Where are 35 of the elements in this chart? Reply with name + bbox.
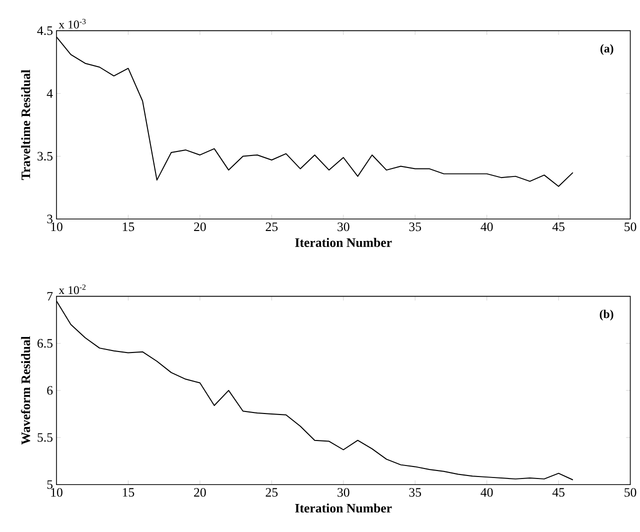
x-tick-label: 15 <box>122 222 134 232</box>
x-tick-label: 45 <box>552 222 564 231</box>
x-tick-label: 45 <box>552 488 564 497</box>
x-axis-title: Iteration Number <box>295 503 392 512</box>
y-tick-label: 4 <box>46 89 53 98</box>
x-tick-label: 20 <box>194 222 206 232</box>
x-tick-label: 40 <box>480 488 493 497</box>
x-tick-label: 15 <box>122 488 134 497</box>
x-tick-label: 25 <box>266 488 278 497</box>
x-tick-label: 30 <box>338 488 350 497</box>
y-axis-title: Traveltime Residual <box>21 70 30 180</box>
x-tick-label: 50 <box>624 222 636 232</box>
x-tick-label: 40 <box>480 222 493 232</box>
y-tick-label: 7 <box>47 292 53 300</box>
x-tick-label: 35 <box>409 222 422 232</box>
x-tick-label: 35 <box>409 488 422 497</box>
y-tick-label: 3 <box>47 214 53 224</box>
x-tick-label: 10 <box>51 222 62 232</box>
y-tick-label: 3.5 <box>38 152 53 160</box>
annotation: (a) <box>600 44 614 55</box>
y-tick-label: 4.5 <box>37 26 53 35</box>
annotation: (b) <box>600 310 614 320</box>
x-tick-label: 30 <box>338 222 350 232</box>
y-axis-title: Waveform Residual <box>20 336 30 445</box>
x-axis-title: Iteration Number <box>295 238 392 247</box>
y-tick-label: 5 <box>47 480 53 489</box>
x-tick-label: 25 <box>266 222 278 232</box>
y-tick-label: 6 <box>47 386 53 395</box>
y-tick-label: 5.5 <box>38 433 53 442</box>
x-tick-label: 50 <box>624 488 636 497</box>
y-tick-label: 6.5 <box>38 338 53 348</box>
x-tick-label: 20 <box>194 488 206 497</box>
x-tick-label: 10 <box>51 488 62 497</box>
text: x 10$^{-2}$ <box>58 284 86 294</box>
text: x 10$^{-3}$ <box>58 18 86 28</box>
